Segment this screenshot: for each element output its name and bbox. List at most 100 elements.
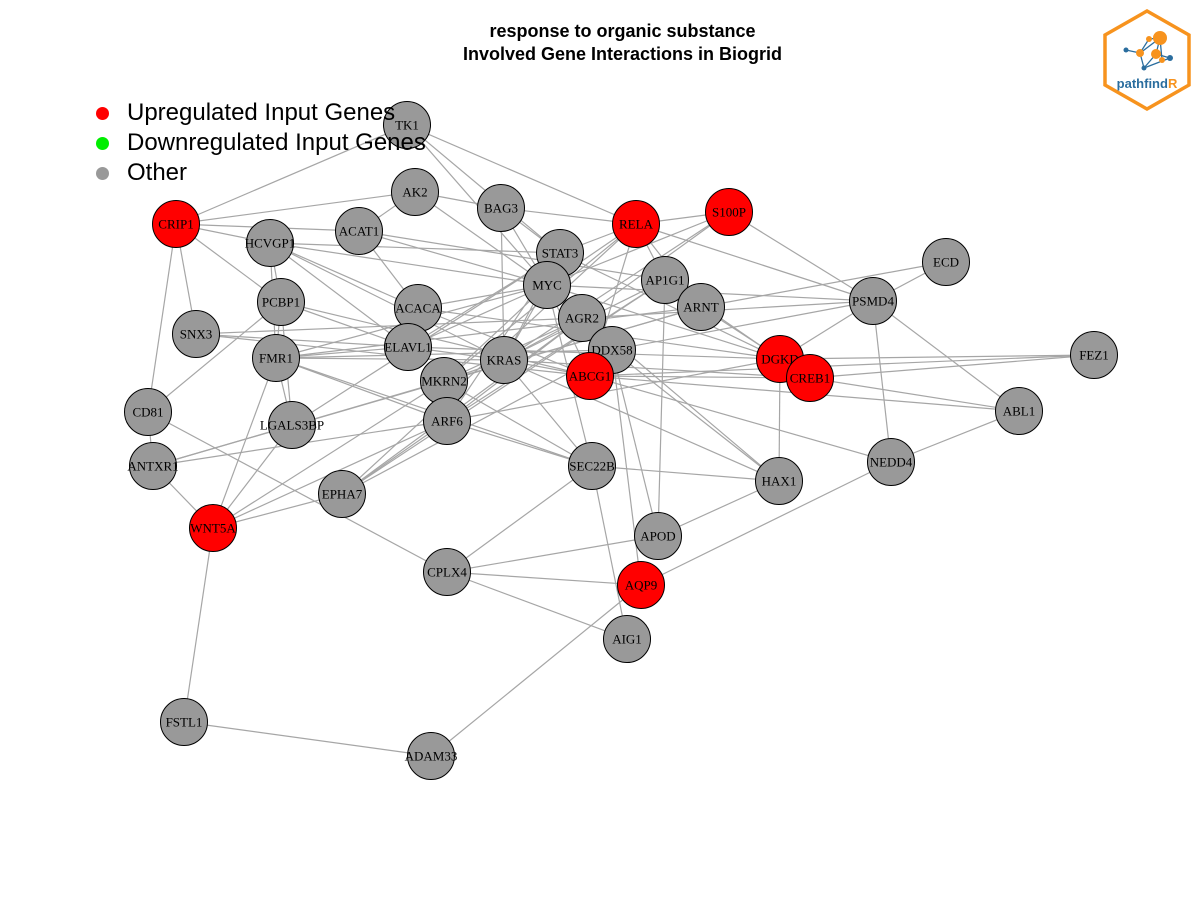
node-circle	[257, 278, 305, 326]
edge-kras-hax1	[503, 359, 780, 482]
node-label: AK2	[402, 185, 427, 200]
node-aqp9: AQP9	[617, 561, 665, 609]
node-antxr1: ANTXR1	[127, 442, 179, 490]
node-label: KRAS	[487, 353, 522, 368]
node-circle	[677, 283, 725, 331]
node-fmr1: FMR1	[252, 334, 300, 382]
edge-fez1-dgkd	[779, 354, 1095, 360]
node-circle	[391, 168, 439, 216]
edge-fez1-creb1	[809, 354, 1095, 379]
node-label: FSTL1	[166, 715, 203, 730]
edge-pcbp1-cd81	[147, 301, 282, 413]
node-circle	[922, 238, 970, 286]
node-agr2: AGR2	[558, 294, 606, 342]
node-label: CD81	[132, 405, 163, 420]
node-label: DDX58	[591, 343, 632, 358]
edge-stat3-dgkd	[559, 252, 781, 360]
node-cplx4: CPLX4	[423, 548, 471, 596]
node-snx3: SNX3	[172, 310, 220, 358]
node-label: APOD	[640, 529, 675, 544]
node-circle	[617, 561, 665, 609]
edge-fez1-abcg1	[589, 354, 1095, 377]
node-s100p: S100P	[705, 188, 753, 236]
node-circle	[1070, 331, 1118, 379]
edge-cplx4-aig1	[446, 571, 628, 640]
node-circle	[612, 200, 660, 248]
edge-wnt5a-fstl1	[183, 527, 214, 723]
edge-fstl1-adam33	[183, 721, 432, 757]
svg-text:pathfindR: pathfindR	[1117, 76, 1178, 91]
node-epha7: EPHA7	[318, 470, 366, 518]
node-circle	[252, 334, 300, 382]
edge-s100p-myc	[546, 211, 730, 286]
node-label: PCBP1	[262, 295, 300, 310]
node-label: ACACA	[395, 301, 441, 316]
node-circle	[480, 336, 528, 384]
node-circle	[423, 548, 471, 596]
node-ak2: AK2	[391, 168, 439, 216]
node-circle	[705, 188, 753, 236]
node-apod: APOD	[634, 512, 682, 560]
node-circle	[160, 698, 208, 746]
node-acat1: ACAT1	[335, 207, 383, 255]
node-circle	[189, 504, 237, 552]
node-label: AGR2	[565, 311, 599, 326]
node-label: AIG1	[612, 632, 642, 647]
legend-dot-downregulated	[96, 136, 109, 150]
edge-ak2-myc	[414, 191, 548, 286]
node-circle	[129, 442, 177, 490]
node-label: EPHA7	[322, 487, 363, 502]
node-label: MYC	[532, 278, 562, 293]
edge-sec22b-aig1	[591, 465, 628, 640]
node-label: FEZ1	[1079, 348, 1109, 363]
legend-label-upregulated: Upregulated Input Genes	[127, 99, 396, 126]
node-circle	[152, 200, 200, 248]
node-label: ARNT	[683, 300, 718, 315]
logo-hexagon	[1103, 8, 1191, 112]
node-circle	[383, 101, 431, 149]
node-circle	[755, 457, 803, 505]
node-circle	[124, 388, 172, 436]
legend-item-other: Other	[96, 158, 426, 188]
logo-text-main: pathfind	[1117, 76, 1168, 91]
node-label: ANTXR1	[127, 459, 178, 474]
node-layer: TK1 AK2 BAG3 RELA S100P CRIP1 HCVGP1 ACAT1 STAT3…	[124, 101, 1118, 780]
node-elavl1: ELAVL1	[384, 323, 432, 371]
node-label: ACAT1	[339, 224, 379, 239]
node-label: AP1G1	[645, 273, 684, 288]
edge-nedd4-aqp9	[640, 461, 892, 586]
node-circle	[995, 387, 1043, 435]
node-circle	[246, 219, 294, 267]
node-abl1: ABL1	[995, 387, 1043, 435]
edge-fmr1-arf6	[275, 357, 448, 422]
node-acaca: ACACA	[394, 284, 442, 332]
node-circle	[566, 352, 614, 400]
node-label: ECD	[933, 255, 959, 270]
node-ecd: ECD	[922, 238, 970, 286]
edge-ap1g1-apod	[657, 279, 666, 537]
node-hax1: HAX1	[755, 457, 803, 505]
edge-ecd-arnt	[700, 261, 947, 308]
node-label: WNT5A	[190, 521, 236, 536]
edge-crip1-cd81	[147, 223, 177, 413]
node-circle	[172, 310, 220, 358]
node-crip1: CRIP1	[152, 200, 200, 248]
logo-network-nodes	[1123, 31, 1173, 71]
node-label: ABL1	[1003, 404, 1036, 419]
node-circle	[603, 615, 651, 663]
node-sec22b: SEC22B	[568, 442, 616, 490]
node-circle	[477, 184, 525, 232]
node-label: SEC22B	[569, 459, 615, 474]
node-cd81: CD81	[124, 388, 172, 436]
edge-arf6-sec22b	[446, 420, 593, 467]
node-arf6: ARF6	[423, 397, 471, 445]
edge-ak2-crip1	[175, 191, 416, 225]
edge-tk1-rela	[406, 124, 637, 225]
edge-psmd4-abl1	[872, 300, 1020, 412]
node-circle	[523, 261, 571, 309]
edge-ddx58-apod	[611, 349, 659, 537]
legend-label-downregulated: Downregulated Input Genes	[127, 129, 426, 156]
edge-sec22b-hax1	[591, 465, 780, 482]
node-ap1g1: AP1G1	[641, 256, 689, 304]
